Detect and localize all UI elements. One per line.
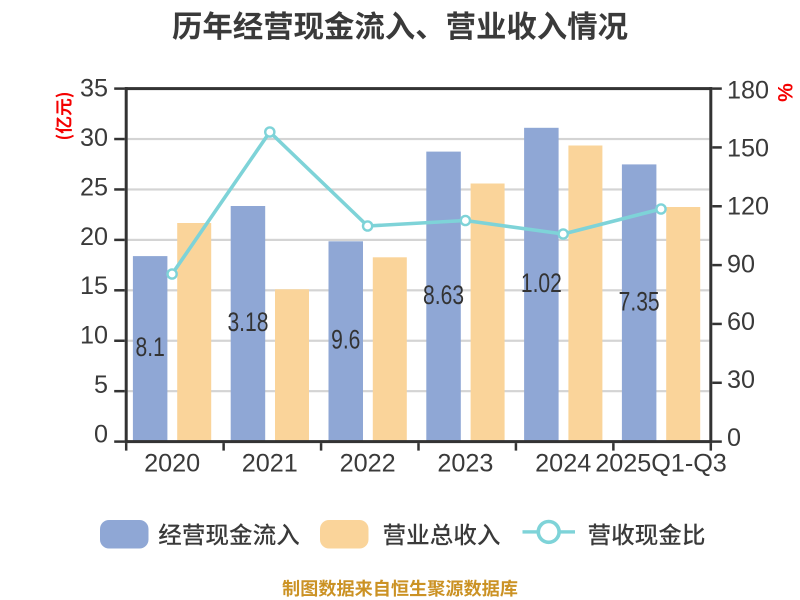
svg-text:2023: 2023 bbox=[437, 450, 493, 478]
svg-text:2022: 2022 bbox=[340, 450, 396, 478]
svg-text:0: 0 bbox=[94, 421, 108, 449]
svg-text:180: 180 bbox=[727, 77, 769, 105]
svg-text:2024: 2024 bbox=[535, 450, 591, 478]
svg-text:2021: 2021 bbox=[242, 450, 298, 478]
svg-text:25: 25 bbox=[80, 173, 108, 201]
svg-text:0: 0 bbox=[727, 424, 741, 452]
svg-text:30: 30 bbox=[727, 366, 755, 394]
svg-text:8.63: 8.63 bbox=[423, 281, 464, 311]
svg-text:20: 20 bbox=[80, 223, 108, 251]
svg-text:1.02: 1.02 bbox=[521, 269, 562, 299]
svg-text:8.1: 8.1 bbox=[136, 333, 165, 363]
svg-text:3.18: 3.18 bbox=[227, 308, 268, 338]
svg-text:10: 10 bbox=[80, 322, 108, 350]
svg-text:120: 120 bbox=[727, 192, 769, 220]
svg-text:35: 35 bbox=[80, 75, 108, 103]
svg-text:15: 15 bbox=[80, 272, 108, 300]
svg-text:60: 60 bbox=[727, 308, 755, 336]
svg-text:5: 5 bbox=[94, 371, 108, 399]
svg-text:7.35: 7.35 bbox=[619, 287, 660, 317]
svg-text:%: % bbox=[775, 83, 798, 102]
svg-text:9.6: 9.6 bbox=[331, 325, 360, 355]
svg-text:2020: 2020 bbox=[144, 450, 200, 478]
svg-text:30: 30 bbox=[80, 124, 108, 152]
svg-text:150: 150 bbox=[727, 134, 769, 162]
svg-text:90: 90 bbox=[727, 250, 755, 278]
svg-text:2025Q1-Q3: 2025Q1-Q3 bbox=[595, 450, 727, 478]
